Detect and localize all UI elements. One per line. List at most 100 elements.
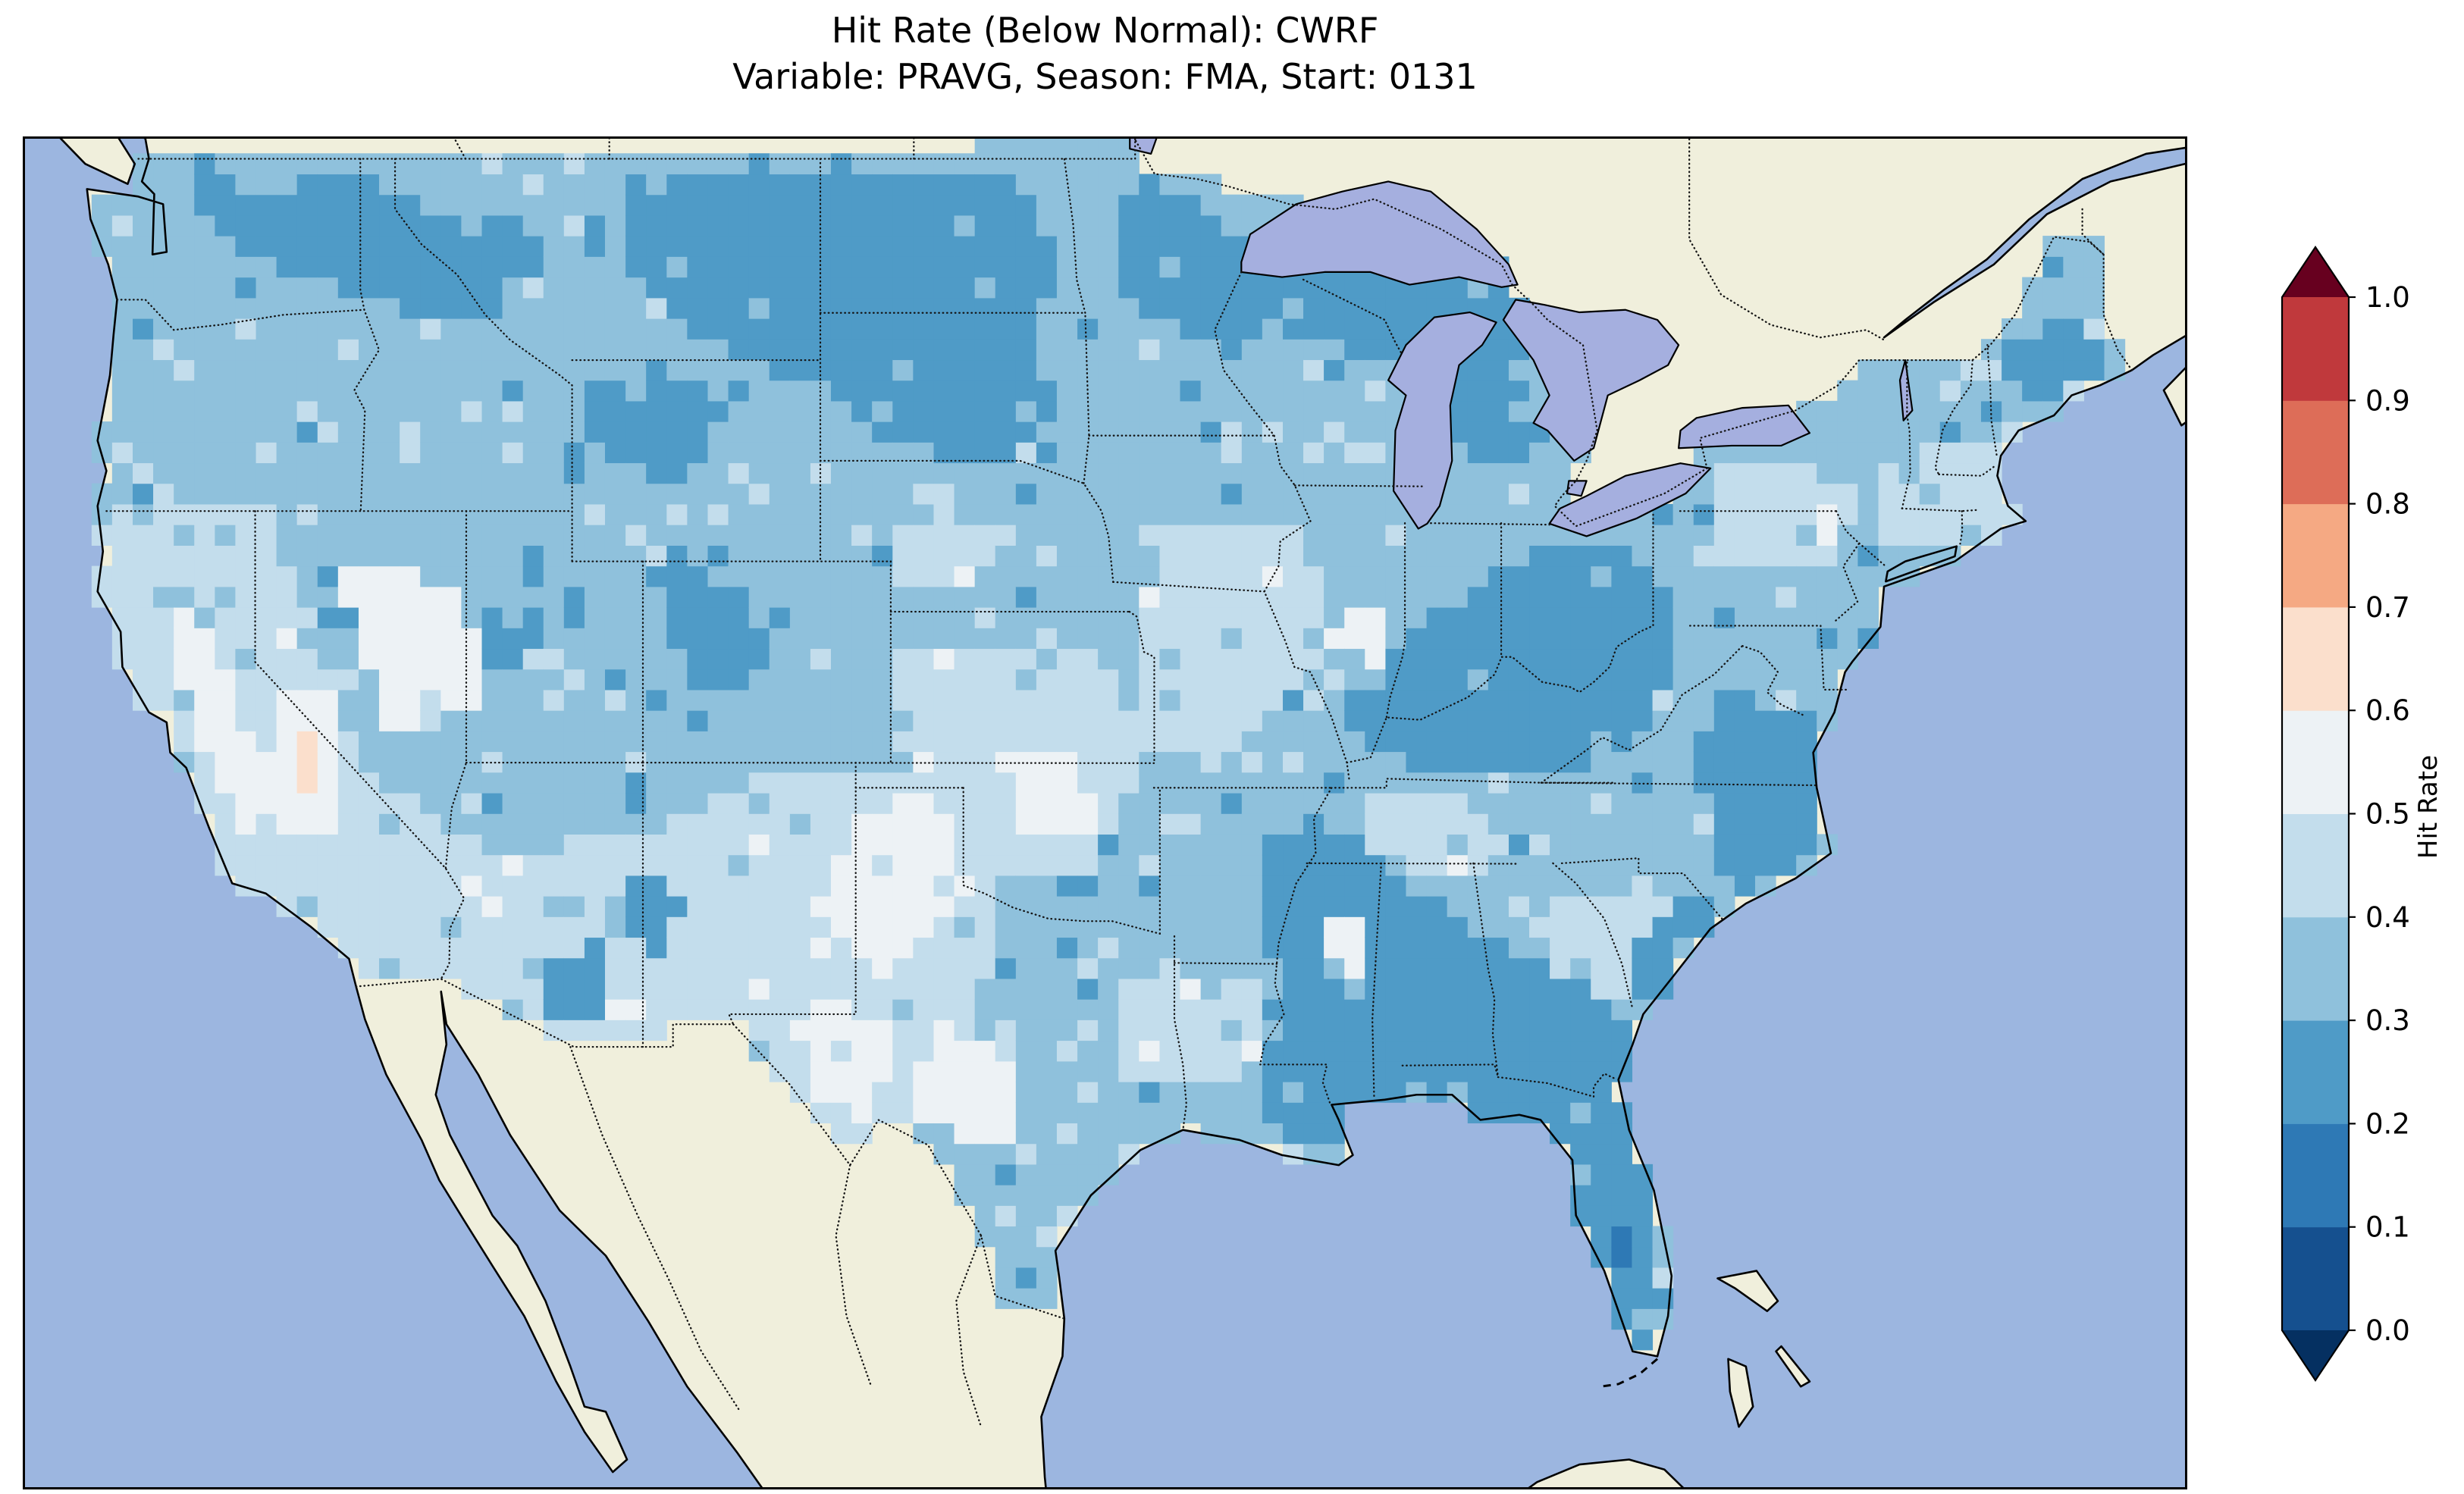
state-border [1259,787,1333,1066]
grid-cell [1447,834,1469,856]
grid-cell [604,689,626,711]
grid-cell [1344,586,1365,608]
grid-cell [1180,607,1202,628]
grid-cell [1262,503,1284,525]
grid-cell [1632,545,1654,567]
grid-cell [1139,442,1160,464]
grid-cell [933,421,955,443]
grid-cell [91,565,113,587]
grid-cell [1262,380,1284,402]
grid-cell [1447,916,1469,938]
grid-cell [974,669,996,691]
grid-cell [974,854,996,876]
grid-cell [892,813,914,835]
grid-cell [111,607,133,628]
grid-cell [789,236,811,257]
grid-cell [851,236,873,257]
grid-cell [1077,565,1099,587]
grid-cell [2042,277,2064,299]
grid-cell [1652,586,1674,608]
grid-cell [1241,503,1263,525]
grid-cell [1508,854,1530,876]
grid-cell [235,669,257,691]
grid-cell [687,689,709,711]
grid-cell [153,483,174,505]
grid-cell [830,462,852,484]
grid-cell [1713,648,1735,670]
grid-cell [522,462,544,484]
grid-cell [400,462,421,484]
grid-cell [1385,792,1407,814]
grid-cell [1447,792,1469,814]
grid-cell [707,731,729,753]
grid-cell [769,545,791,567]
grid-cell [1303,400,1324,422]
grid-cell [420,916,441,938]
grid-cell [995,153,1017,175]
grid-cell [872,628,893,650]
grid-cell [1406,792,1428,814]
grid-cell [1385,669,1407,691]
grid-cell [1467,1040,1489,1062]
grid-cell [194,503,215,525]
grid-cell [1159,442,1181,464]
grid-cell [276,854,298,876]
nova-scotia [2163,368,2185,426]
grid-cell [1672,669,1694,691]
grid-cell [1734,545,1756,567]
grid-cell [1139,772,1160,794]
grid-cell [974,318,996,340]
grid-cell [1159,400,1181,422]
country-border [137,139,2133,528]
grid-cell [1200,689,1222,711]
grid-cell [133,607,154,628]
grid-cell [1550,834,1571,856]
grid-cell [851,194,873,216]
grid-cell [1632,689,1654,711]
grid-cell [646,503,667,525]
grid-cell [646,483,667,505]
grid-cell [420,751,441,773]
grid-cell [1817,525,1838,546]
grid-cell [1652,648,1674,670]
grid-cell [153,339,174,361]
grid-cell [1447,813,1469,835]
grid-cell [810,731,832,753]
grid-cell [789,1060,811,1082]
grid-cell [933,1019,955,1041]
grid-cell [789,937,811,959]
grid-cell [1837,442,1859,464]
grid-cell [1056,194,1078,216]
grid-cell [317,751,339,773]
grid-cell [153,359,174,381]
grid-cell [1056,1205,1078,1227]
grid-cell [1036,421,1058,443]
grid-cell [604,462,626,484]
grid-cell [461,525,483,546]
grid-cell [440,751,462,773]
grid-cell [830,834,852,856]
grid-cell [543,999,565,1020]
grid-cell [851,400,873,422]
grid-cell [1467,1082,1489,1103]
grid-cell [1550,689,1571,711]
grid-cell [769,648,791,670]
grid-cell [1487,400,1509,422]
grid-cell [522,834,544,856]
grid-cell [728,586,750,608]
grid-cell [584,607,606,628]
grid-cell [1385,586,1407,608]
grid-cell [1180,957,1202,979]
state-border [819,459,1085,484]
grid-cell [1591,999,1612,1020]
grid-cell [1693,669,1715,691]
grid-cell [872,854,893,876]
grid-cell [625,380,647,402]
grid-cell [769,174,791,196]
grid-cell [646,648,667,670]
grid-cell [789,359,811,381]
grid-cell [769,215,791,236]
grid-cell [687,545,709,567]
grid-cell [1919,483,1941,505]
grid-cell [1487,462,1509,484]
